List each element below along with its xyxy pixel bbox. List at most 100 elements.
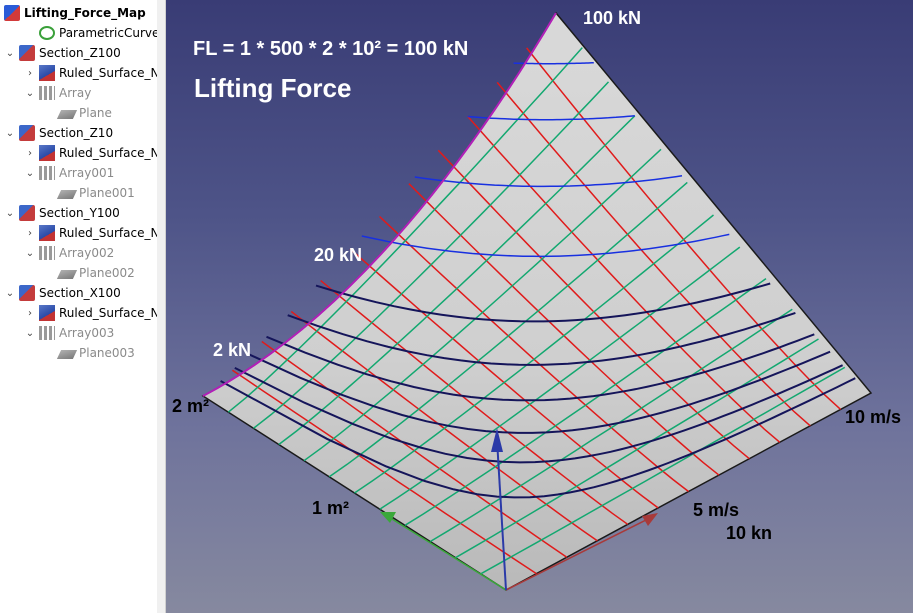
label-5ms: 5 m/s [693,500,740,520]
grid-line [354,214,714,494]
label-10ms: 10 m/s [845,407,902,427]
grid-line [414,175,683,188]
tree-item[interactable]: Plane002 [0,263,135,283]
tree-item-label: ParametricCurve_FL [59,26,158,40]
tree-item-label: Plane001 [79,186,135,200]
tree-item[interactable]: ⌄ Array003 [0,323,114,343]
label-2m2: 2 m² [172,396,210,416]
tree-item-label: Array [59,86,92,100]
chevron-down-icon[interactable]: ⌄ [5,207,15,219]
surface-icon [39,145,55,161]
edge-curve [202,12,557,397]
chevron-down-icon[interactable]: ⌄ [25,247,35,259]
tree-item[interactable]: Plane [0,103,112,123]
chevron-down-icon[interactable]: ⌄ [5,127,15,139]
label-100kn: 100 kN [583,8,642,28]
grid-line [429,308,793,543]
tree-item[interactable]: ⌄ Section_Z10 [0,123,113,143]
tree-item-label: Section_X100 [39,286,121,300]
label-1m2: 1 m² [312,498,350,518]
chevron-down-icon[interactable]: ⌄ [25,167,35,179]
formula-text: FL = 1 * 500 * 2 * 10² = 100 kN [193,38,469,60]
tree-item-label: Ruled_Surface_N [59,226,158,240]
grid-line [513,61,594,65]
label-2kn: 2 kN [213,340,252,360]
chevron-down-icon[interactable]: ⌄ [5,47,15,59]
plane-icon [56,350,78,359]
z-axis-line [496,439,507,591]
tree-item[interactable]: › Ruled_Surface_N [0,63,158,83]
grid-line [303,148,662,462]
force-surface-plot [201,11,873,591]
grid-line [328,181,688,478]
grid-line [455,338,819,559]
tree-item[interactable]: ⌄ Array002 [0,243,114,263]
tree-item[interactable]: › Ruled_Surface_N [0,303,158,323]
curve-icon [39,26,55,40]
chevron-down-icon[interactable]: ⌄ [25,87,35,99]
tree-item[interactable]: ⌄ Array [0,83,91,103]
tree-item-label: Ruled_Surface_N [59,306,158,320]
tree-item[interactable]: Lifting_Force_Map [0,3,146,23]
chevron-right-icon[interactable]: › [28,67,32,79]
plane-icon [56,110,78,119]
grid-line [404,277,767,526]
y-axis-arrow-icon [380,512,396,523]
tree-scrollbar[interactable] [157,0,166,613]
grid-line [361,233,730,258]
grid-line [248,350,831,434]
section-icon [19,125,35,141]
plot-title: Lifting Force [194,73,352,103]
surface-icon [39,65,55,81]
chevron-right-icon[interactable]: › [28,307,32,319]
grid-line [287,311,796,366]
tree-item-label: Section_Y100 [39,206,120,220]
grid-line [315,282,771,323]
section-icon [19,285,35,301]
tree-item-label: Ruled_Surface_N [59,66,158,80]
grid-line [266,333,815,402]
tree-item-label: Array001 [59,166,115,180]
tree-item[interactable]: Plane003 [0,343,135,363]
x-axis-line [505,515,655,591]
tree-item[interactable]: › Ruled_Surface_N [0,143,158,163]
grid-line [253,81,610,429]
array-icon [39,166,55,180]
chevron-down-icon[interactable]: ⌄ [5,287,15,299]
tree-item[interactable]: ParametricCurve_FL [0,23,158,43]
grid-line [480,366,846,575]
tree-item-label: Plane002 [79,266,135,280]
y-axis-line [383,513,507,591]
surface-icon [39,225,55,241]
blue-contour-lines [361,61,730,258]
grid-line [278,115,636,446]
navy-contour-lines [220,282,856,499]
grid-line [379,246,741,510]
chevron-down-icon[interactable]: ⌄ [25,327,35,339]
tree-item-label: Section_Z100 [39,46,121,60]
tree-item[interactable]: ⌄ Section_Z100 [0,43,121,63]
tree-item[interactable]: ⌄ Section_Y100 [0,203,120,223]
chevron-right-icon[interactable]: › [28,147,32,159]
tree-item[interactable]: ⌄ Section_X100 [0,283,121,303]
document-icon [4,5,20,21]
plane-icon [56,270,78,279]
tree-item[interactable]: ⌄ Array001 [0,163,114,183]
chevron-right-icon[interactable]: › [28,227,32,239]
plane-icon [56,190,78,199]
surface-icon [39,305,55,321]
model-tree-panel: Lifting_Force_Map ParametricCurve_FL ⌄ Sect… [0,0,158,613]
tree-item-label: Plane003 [79,346,135,360]
tree-item-label: Ruled_Surface_N [59,146,158,160]
tree-item[interactable]: Plane001 [0,183,135,203]
3d-viewport[interactable]: FL = 1 * 500 * 2 * 10² = 100 kN Lifting … [166,0,913,613]
tree-item[interactable]: › Ruled_Surface_N [0,223,158,243]
array-icon [39,326,55,340]
tree-item-label: Array003 [59,326,115,340]
tree-item-label: Plane [79,106,112,120]
green-grid-lines [227,47,846,575]
tree-item-label: Lifting_Force_Map [24,6,146,20]
grid-line [220,377,856,499]
z-axis-arrow-icon [491,428,503,452]
x-axis-arrow-icon [642,513,658,526]
